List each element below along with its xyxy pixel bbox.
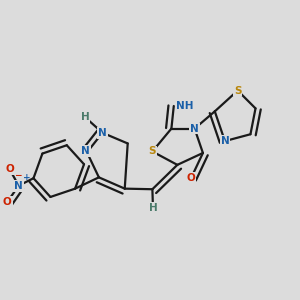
Text: H: H [81,112,90,122]
Text: S: S [148,146,156,157]
Text: N: N [14,181,23,191]
Text: S: S [234,85,242,96]
Text: −: − [14,171,22,180]
Text: N: N [98,128,107,138]
Text: N: N [190,124,199,134]
Text: O: O [3,197,12,207]
Text: N: N [81,146,90,156]
Text: N: N [220,136,229,146]
Text: O: O [5,164,14,174]
Text: NH: NH [176,101,194,111]
Text: +: + [23,173,31,182]
Text: H: H [148,203,157,213]
Text: O: O [187,173,195,183]
